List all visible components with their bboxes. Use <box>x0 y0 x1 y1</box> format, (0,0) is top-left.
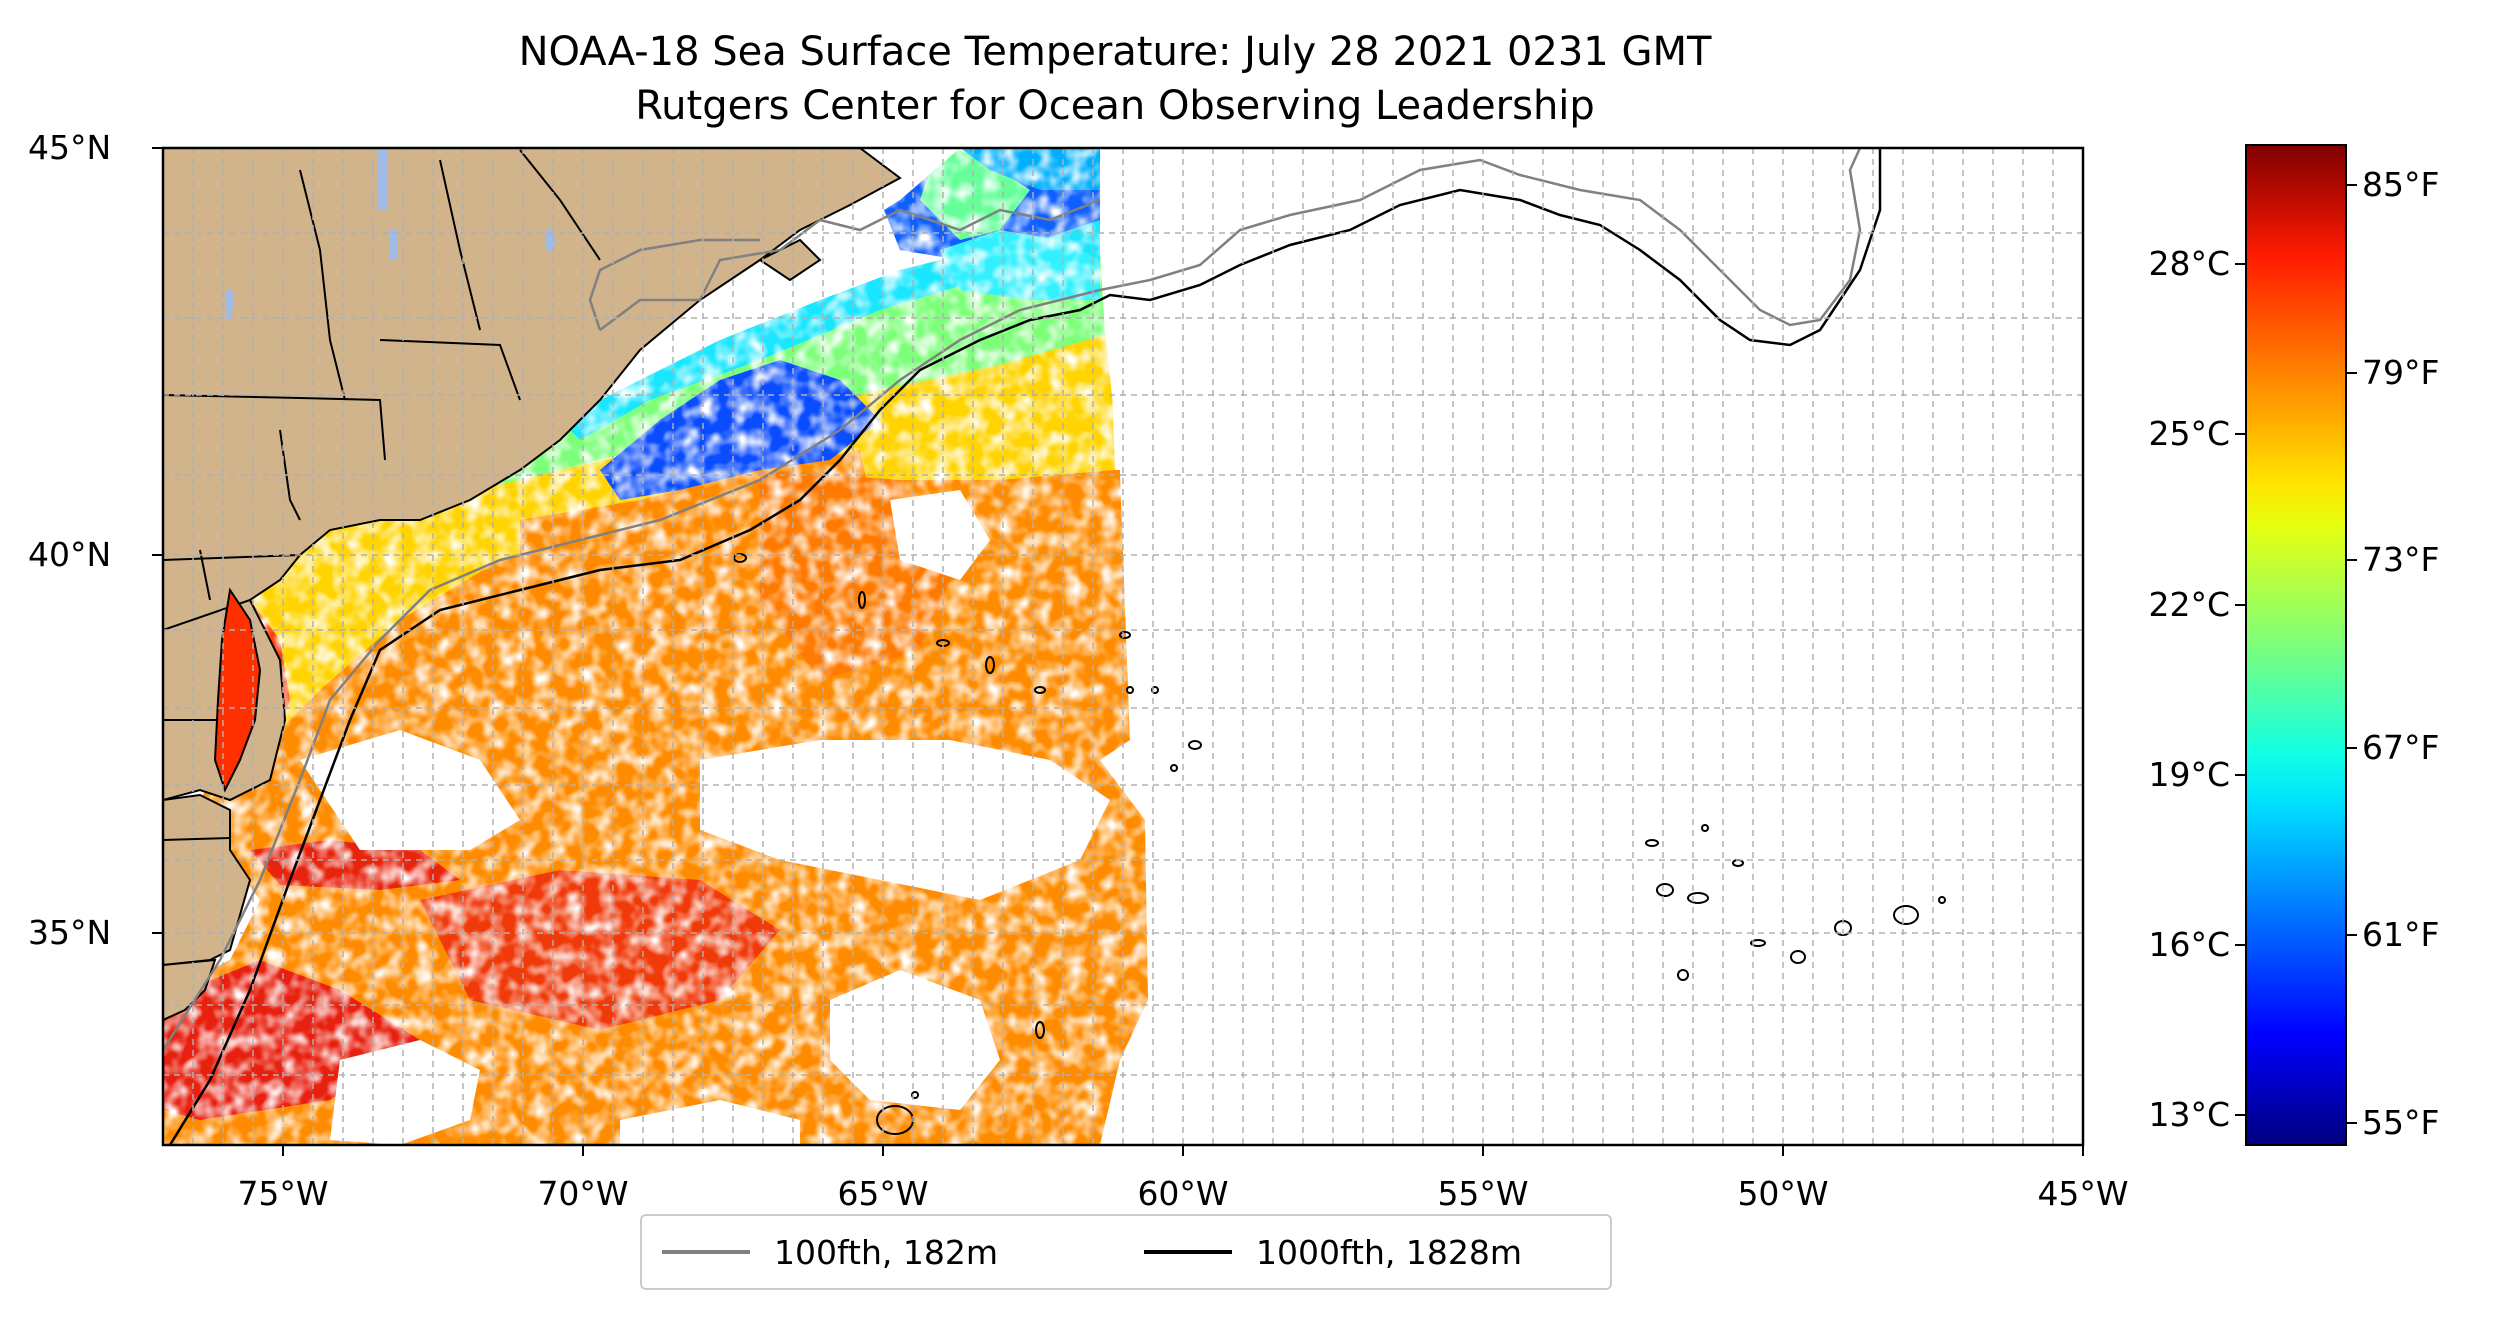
cbar-label-61f: 61°F <box>2362 915 2440 954</box>
lon-label-60w: 60°W <box>1137 1174 1229 1213</box>
cbar-label-85f: 85°F <box>2362 165 2440 204</box>
lon-label-75w: 75°W <box>237 1174 329 1213</box>
legend-label-100fth: 100fth, 182m <box>774 1232 998 1272</box>
legend-item-100fth: 100fth, 182m <box>662 1230 998 1274</box>
axis-ticks <box>152 147 2084 1156</box>
cbar-label-73f: 73°F <box>2362 540 2440 579</box>
state-boundaries <box>163 149 601 841</box>
lat-label-35n: 35°N <box>28 913 112 952</box>
cbar-label-67f: 67°F <box>2362 728 2440 767</box>
plot-area <box>163 148 2083 1145</box>
lon-label-65w: 65°W <box>837 1174 929 1213</box>
cbar-label-19c: 19°C <box>2148 755 2230 794</box>
map-subtitle: Rutgers Center for Ocean Observing Leade… <box>635 83 1595 129</box>
lon-label-50w: 50°W <box>1737 1174 1829 1213</box>
contour-1000fth <box>168 148 1882 1145</box>
lon-label-45w: 45°W <box>2037 1174 2129 1213</box>
plot-frame <box>161 146 2085 1147</box>
cbar-label-22c: 22°C <box>2148 585 2230 624</box>
legend: 100fth, 182m 1000fth, 1828m <box>640 1214 1612 1290</box>
colorbar <box>2245 144 2347 1146</box>
lat-label-45n: 45°N <box>28 128 112 167</box>
contour-100fth-gom-2 <box>588 238 760 331</box>
lon-label-70w: 70°W <box>537 1174 629 1213</box>
lake-champlain <box>378 150 388 210</box>
lon-label-55w: 55°W <box>1437 1174 1529 1213</box>
land-cape-cod <box>758 238 822 282</box>
chesapeake-bay <box>213 587 262 793</box>
legend-item-1000fth: 1000fth, 1828m <box>1144 1230 1522 1274</box>
legend-swatch-1000fth <box>1144 1250 1232 1254</box>
colorbar-ticks <box>2235 184 2357 1124</box>
legend-swatch-100fth <box>662 1250 750 1254</box>
contour-100fth <box>163 148 1862 1051</box>
cbar-label-28c: 28°C <box>2148 244 2230 283</box>
cbar-label-16c: 16°C <box>2148 925 2230 964</box>
lakes <box>225 150 555 320</box>
contour-100fth-gom <box>599 198 1101 331</box>
cbar-label-25c: 25°C <box>2148 414 2230 453</box>
cbar-label-79f: 79°F <box>2362 353 2440 392</box>
gridlines <box>163 148 2083 1145</box>
legend-label-1000fth: 1000fth, 1828m <box>1256 1232 1522 1272</box>
lat-label-40n: 40°N <box>28 535 112 574</box>
cbar-label-55f: 55°F <box>2362 1103 2440 1142</box>
cbar-label-13c: 13°C <box>2148 1095 2230 1134</box>
map-title: NOAA-18 Sea Surface Temperature: July 28… <box>518 29 1712 75</box>
